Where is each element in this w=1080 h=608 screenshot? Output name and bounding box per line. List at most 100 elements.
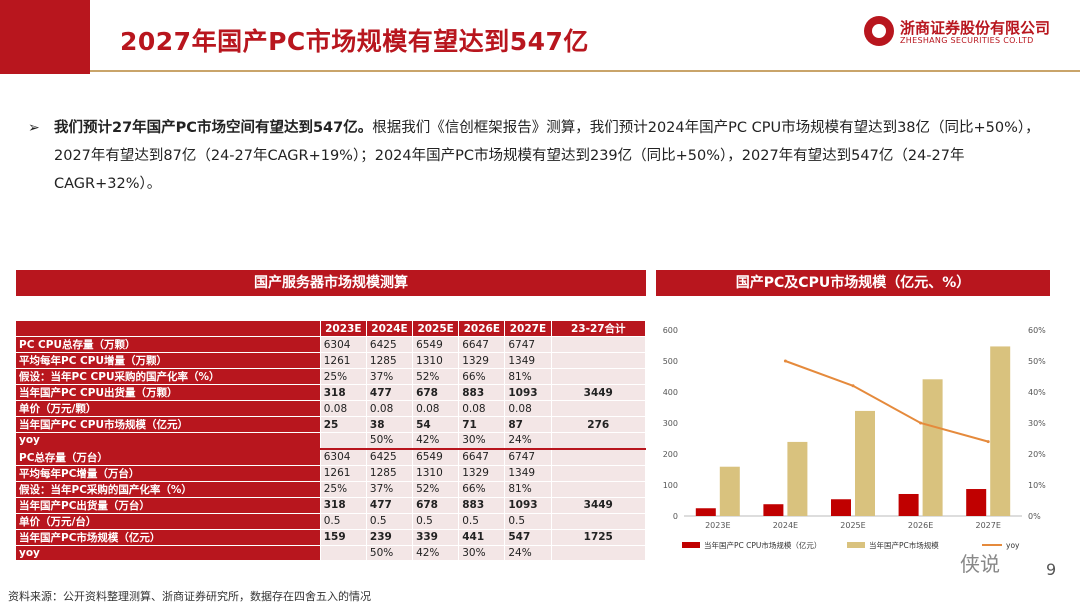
table-cell <box>320 545 367 562</box>
table-cell: 1310 <box>412 352 460 370</box>
row-label: PC总存量（万台） <box>16 448 321 466</box>
y2-tick-label: 0% <box>1028 512 1041 521</box>
table-cell: 30% <box>458 545 506 562</box>
table-cell: 339 <box>412 529 460 546</box>
row-label: PC CPU总存量（万颗） <box>16 336 321 354</box>
row-label: 当年国产PC CPU出货量（万颗） <box>16 384 321 402</box>
table-cell: 6304 <box>320 336 367 354</box>
table-cell: 0.5 <box>504 513 552 530</box>
table-total-cell <box>551 448 647 466</box>
table-cell: 25% <box>320 481 367 498</box>
table-cell: 6549 <box>412 336 460 354</box>
table-row: 当年国产PC出货量（万台） 318 477 678 883 1093 3449 <box>16 497 647 514</box>
table-cell: 52% <box>412 368 460 386</box>
table-cell: 66% <box>458 368 506 386</box>
table-cell: 6425 <box>366 336 414 354</box>
table-cell: 0.08 <box>504 400 552 418</box>
table-row: 假设：当年PC CPU采购的国产化率（%） 25% 37% 52% 66% 81% <box>16 368 647 386</box>
x-tick-label: 2024E <box>773 521 798 530</box>
table-cell: 547 <box>504 529 552 546</box>
line-yoy <box>785 360 989 443</box>
table-cell: 477 <box>366 497 414 514</box>
table-total-cell <box>551 513 647 530</box>
table-cell: 42% <box>412 432 460 450</box>
x-tick-label: 2027E <box>975 521 1000 530</box>
table-cell: 1261 <box>320 352 367 370</box>
table-cell: 25% <box>320 368 367 386</box>
estimate-table: 2023E 2024E 2025E 2026E 2027E 23-27合计 PC CPU总存… <box>16 321 647 562</box>
table-cell: 6747 <box>504 336 552 354</box>
table-cell: 66% <box>458 481 506 498</box>
row-label: 假设：当年PC采购的国产化率（%） <box>16 481 321 498</box>
y2-tick-label: 50% <box>1028 357 1046 366</box>
market-size-chart: 0 100 200 300 400 500 600 0% 10% 20% 30% 40% 50% 60% 2… <box>663 326 1046 550</box>
table-row: 当年国产PC CPU市场规模（亿元） 25 38 54 71 87 276 <box>16 416 647 434</box>
table-cell: 678 <box>412 384 460 402</box>
table-cell: 883 <box>458 384 506 402</box>
bar-pc <box>855 410 875 516</box>
table-header-cell: 2026E <box>458 321 506 338</box>
table-total-cell <box>551 400 647 418</box>
table-cell: 52% <box>412 481 460 498</box>
y-tick-label: 200 <box>663 450 678 459</box>
table-cell: 25 <box>320 416 367 434</box>
table-cell: 1310 <box>412 465 460 482</box>
table-cell: 0.5 <box>366 513 414 530</box>
table-total-cell: 276 <box>551 416 647 434</box>
row-label: 平均每年PC CPU增量（万颗） <box>16 352 321 370</box>
page-number: 9 <box>1046 560 1057 579</box>
row-label: 当年国产PC出货量（万台） <box>16 497 321 514</box>
table-cell: 71 <box>458 416 506 434</box>
bar-pc-cpu <box>763 504 784 516</box>
y2-tick-label: 60% <box>1028 326 1046 335</box>
table-cell: 239 <box>366 529 414 546</box>
table-header-cell: 2025E <box>412 321 460 338</box>
legend-swatch-pc-cpu <box>682 542 700 548</box>
table-cell <box>320 432 367 450</box>
table-cell: 0.08 <box>366 400 414 418</box>
table-cell: 42% <box>412 545 460 562</box>
y-tick-label: 300 <box>663 419 678 428</box>
table-total-cell: 3449 <box>551 384 647 402</box>
table-cell: 81% <box>504 481 552 498</box>
point-yoy <box>919 421 923 425</box>
row-label: 平均每年PC增量（万台） <box>16 465 321 482</box>
company-logo: 浙商证券股份有限公司 ZHESHANG SECURITIES CO.LTD <box>864 14 1064 54</box>
y-tick-label: 0 <box>673 512 678 521</box>
table-cell: 318 <box>320 384 367 402</box>
table-cell: 0.08 <box>412 400 460 418</box>
x-tick-label: 2026E <box>908 521 933 530</box>
table-cell: 6647 <box>458 336 506 354</box>
table-total-cell <box>551 465 647 482</box>
point-yoy <box>986 440 990 444</box>
legend-label-pc: 当年国产PC市场规模 <box>869 540 939 550</box>
table-row: PC CPU总存量（万颗） 6304 6425 6549 6647 6747 <box>16 336 647 354</box>
title-underline <box>90 70 1080 72</box>
table-cell: 1349 <box>504 465 552 482</box>
table-cell: 24% <box>504 432 552 450</box>
table-total-cell <box>551 481 647 498</box>
y-tick-label: 600 <box>663 326 678 335</box>
table-total-cell <box>551 368 647 386</box>
table-cell: 81% <box>504 368 552 386</box>
y-tick-label: 100 <box>663 481 678 490</box>
table-cell: 0.5 <box>412 513 460 530</box>
point-yoy <box>783 359 787 363</box>
table-total-cell: 1725 <box>551 529 647 546</box>
table-row: PC总存量（万台） 6304 6425 6549 6647 6747 <box>16 448 647 466</box>
table-row: 当年国产PC市场规模（亿元） 159 239 339 441 547 1725 <box>16 529 647 546</box>
source-note: 资料来源：公开资料整理测算、浙商证券研究所，数据存在四舍五入的情况 <box>8 590 371 603</box>
table-row: 平均每年PC增量（万台） 1261 1285 1310 1329 1349 <box>16 465 647 482</box>
table-total-cell <box>551 336 647 354</box>
header-accent-block <box>0 0 90 74</box>
legend-swatch-pc <box>847 542 865 548</box>
row-label: 假设：当年PC CPU采购的国产化率（%） <box>16 368 321 386</box>
table-cell: 318 <box>320 497 367 514</box>
bar-pc-cpu <box>695 508 716 516</box>
bar-pc <box>787 441 808 516</box>
table-cell: 1093 <box>504 384 552 402</box>
bar-pc-cpu <box>966 489 987 516</box>
table-cell: 1329 <box>458 352 506 370</box>
table-cell: 1349 <box>504 352 552 370</box>
row-label: 单价（万元/台） <box>16 513 321 530</box>
